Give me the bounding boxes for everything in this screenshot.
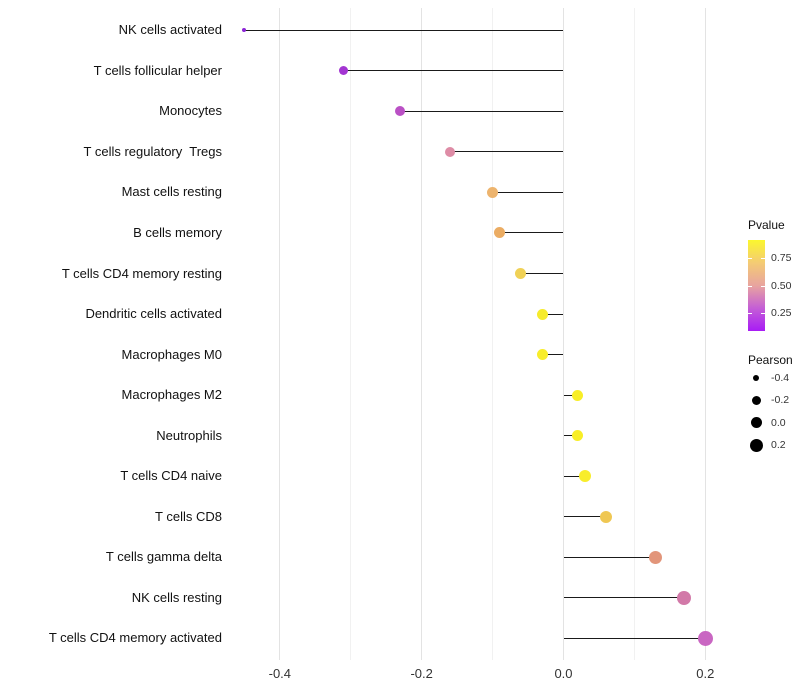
data-point	[649, 550, 663, 564]
stem	[492, 191, 564, 193]
gridline-minor	[633, 8, 635, 660]
category-label: T cells CD4 naive	[120, 468, 222, 484]
stem	[450, 151, 564, 153]
stem	[563, 435, 578, 437]
data-point	[445, 146, 456, 157]
category-label: T cells follicular helper	[93, 62, 222, 78]
stem	[520, 273, 564, 274]
pvalue-tick-mark	[748, 285, 752, 287]
stem	[563, 556, 656, 558]
stem	[244, 29, 564, 31]
data-point	[339, 66, 349, 76]
pearson-legend-label: 0.2	[771, 439, 786, 452]
stem	[563, 597, 685, 599]
pearson-legend-label: -0.4	[771, 372, 790, 384]
category-label: T cells gamma delta	[105, 549, 222, 565]
pvalue-tick-label: 0.50	[771, 279, 792, 292]
data-point	[515, 268, 527, 279]
data-point	[578, 470, 591, 483]
category-label: Mast cells resting	[121, 184, 222, 200]
stem	[542, 313, 564, 315]
data-point	[572, 389, 584, 401]
category-label: Macrophages M2	[121, 387, 222, 403]
pearson-legend-dot	[751, 395, 761, 405]
x-tick-label: -0.2	[410, 666, 433, 681]
gridline-major	[563, 8, 564, 660]
category-label: T cells CD4 memory activated	[48, 630, 222, 646]
data-point	[697, 630, 713, 646]
category-label: Macrophages M0	[121, 346, 222, 362]
pearson-legend-title: Pearson	[748, 353, 793, 367]
stem	[499, 232, 564, 234]
category-label: Dendritic cells activated	[85, 306, 222, 322]
data-point	[487, 186, 499, 198]
data-point	[536, 349, 548, 361]
pvalue-tick-mark	[761, 285, 765, 287]
gridline-major	[704, 8, 706, 660]
gridline-minor	[492, 8, 494, 660]
x-tick-label: 0.2	[696, 666, 715, 681]
category-label: NK cells activated	[118, 22, 222, 38]
stem	[343, 70, 564, 72]
gridline-minor	[350, 8, 352, 660]
category-label: Neutrophils	[156, 427, 222, 443]
category-label: B cells memory	[133, 224, 222, 240]
pvalue-legend-title: Pvalue	[748, 218, 785, 232]
category-label: T cells CD4 memory resting	[61, 265, 222, 281]
gridline-major	[279, 8, 281, 660]
pvalue-tick-mark	[761, 312, 765, 314]
pearson-legend-dot	[753, 375, 759, 381]
stem	[563, 637, 706, 639]
data-point	[242, 28, 247, 33]
data-point	[572, 430, 584, 442]
x-tick-label: 0.0	[554, 666, 573, 681]
pvalue-tick-mark	[748, 312, 752, 314]
data-point	[536, 308, 548, 320]
pearson-legend-dot	[750, 417, 762, 429]
data-point	[395, 106, 406, 117]
pvalue-tick-label: 0.25	[771, 306, 792, 319]
pvalue-tick-mark	[761, 258, 765, 260]
stem	[563, 475, 585, 477]
stem	[563, 516, 607, 518]
data-point	[600, 510, 613, 523]
stem	[542, 354, 564, 356]
pearson-legend-label: -0.2	[771, 394, 790, 407]
category-label: NK cells resting	[131, 589, 222, 605]
stem	[400, 110, 564, 112]
pvalue-tick-label: 0.75	[771, 252, 792, 265]
x-tick-label: -0.4	[268, 666, 292, 681]
pvalue-gradient-bar	[748, 240, 765, 331]
pearson-legend-dot	[749, 438, 763, 452]
gridline-major	[421, 8, 423, 660]
category-label: Monocytes	[159, 103, 222, 119]
category-label: T cells regulatory Tregs	[83, 143, 222, 159]
stem	[563, 394, 578, 396]
pearson-legend-label: 0.0	[771, 416, 786, 429]
category-label: T cells CD8	[155, 508, 222, 524]
pvalue-tick-mark	[748, 258, 752, 260]
data-point	[494, 227, 506, 239]
data-point	[677, 590, 692, 605]
